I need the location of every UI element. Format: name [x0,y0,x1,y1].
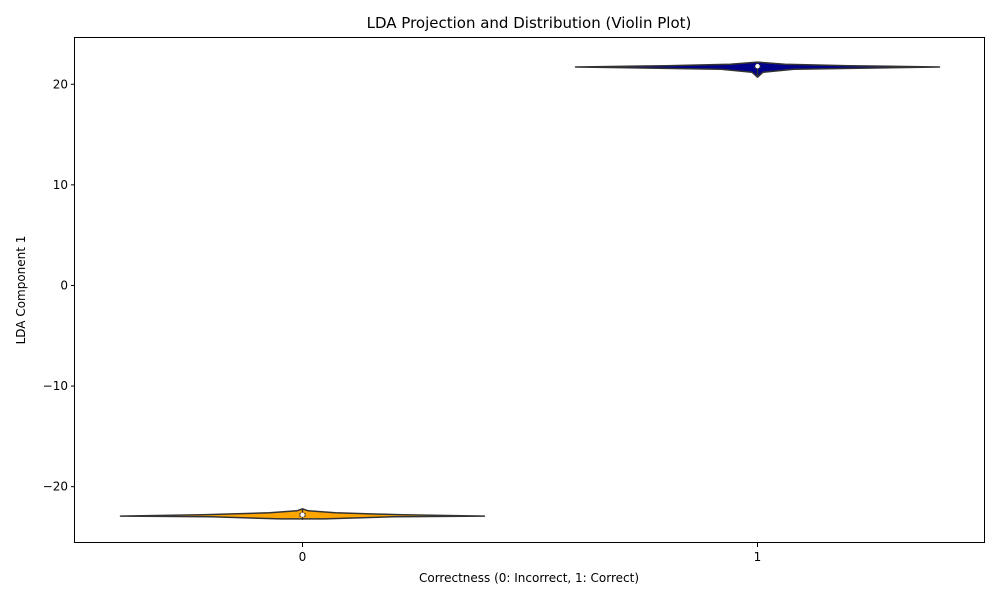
violin-median [300,512,305,518]
y-tick-label: 20 [53,77,68,91]
plot-frame [74,37,985,543]
violin-median [755,63,760,69]
y-axis-label: LDA Component 1 [14,236,28,345]
y-tick-label: 0 [60,278,68,292]
y-tick-label: 10 [53,178,68,192]
y-tick-label: −20 [43,480,68,494]
violin-0 [119,508,486,520]
y-axis: −20 −10 0 10 20 [43,77,75,494]
violin-1 [574,61,941,78]
y-tick-label: −10 [43,379,68,393]
x-axis-label: Correctness (0: Incorrect, 1: Correct) [419,571,639,585]
chart-title: LDA Projection and Distribution (Violin … [367,14,692,32]
x-tick-label: 1 [754,550,762,564]
plot-area [119,61,941,520]
x-tick-label: 0 [299,550,307,564]
